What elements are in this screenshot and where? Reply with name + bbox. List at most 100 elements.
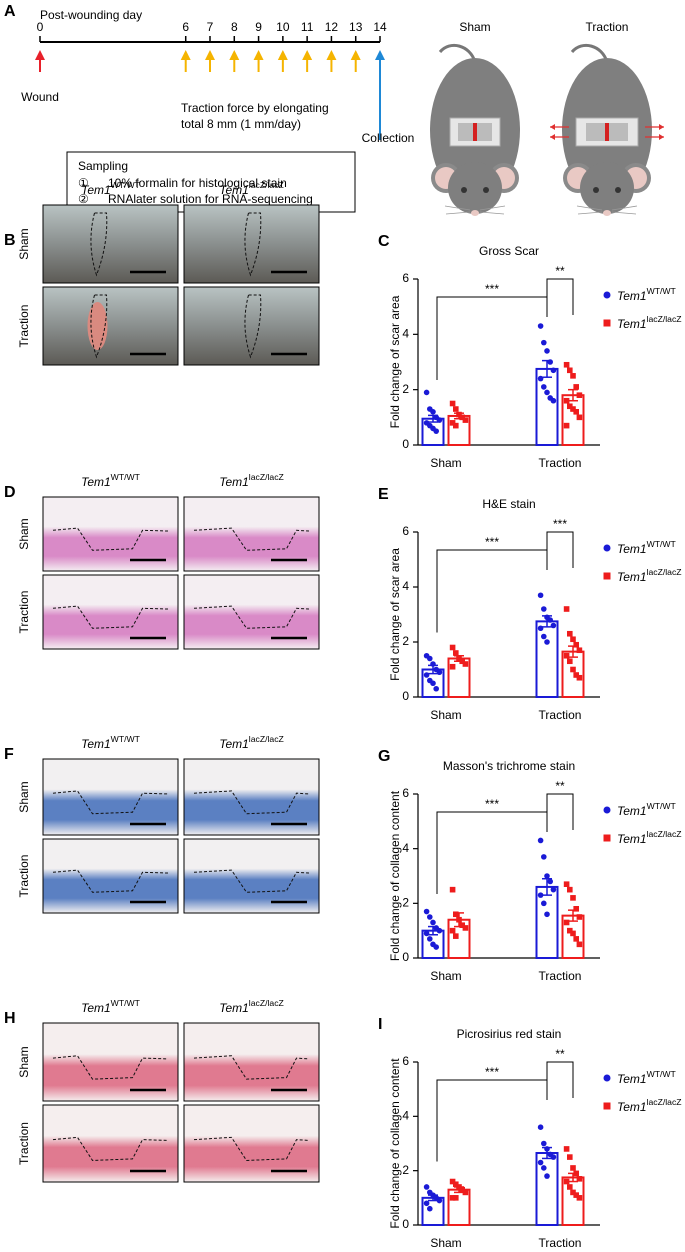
gene-name: Tem1 xyxy=(219,1001,249,1015)
chart-title: Picrosirius red stain xyxy=(457,1027,562,1041)
data-point xyxy=(544,911,550,918)
traction-label: total 8 mm (1 mm/day) xyxy=(181,117,301,131)
sampling-marker: ① xyxy=(78,176,89,190)
significance-bracket xyxy=(436,296,548,380)
significance-bracket xyxy=(546,531,574,568)
data-point xyxy=(423,672,430,678)
x-tick-label: Sham xyxy=(430,969,461,983)
y-tick-label: 0 xyxy=(402,437,409,451)
gene-name: Tem1 xyxy=(617,317,647,331)
mouse-sham xyxy=(428,43,522,218)
significance-bracket xyxy=(436,811,548,894)
panel-label: D xyxy=(4,484,16,501)
data-point xyxy=(449,927,456,934)
sampling-title: Sampling xyxy=(78,159,128,173)
sampling-item: RNAlater solution for RNA-sequencing xyxy=(108,192,313,206)
data-point xyxy=(427,914,433,920)
gene-name: Tem1 xyxy=(617,1100,647,1114)
genotype: WT/WT xyxy=(111,734,141,744)
data-point xyxy=(449,1195,456,1201)
y-tick-label: 0 xyxy=(402,689,409,703)
data-point xyxy=(576,1176,583,1182)
data-point xyxy=(541,339,547,346)
x-tick-label: Sham xyxy=(430,708,461,722)
wound-outline xyxy=(90,294,108,359)
data-point xyxy=(427,936,433,942)
genotype: WT/WT xyxy=(111,998,141,1008)
photo xyxy=(183,204,320,284)
chart-title: H&E stain xyxy=(482,497,535,511)
data-point xyxy=(567,658,573,665)
photo xyxy=(183,838,320,914)
data-point xyxy=(537,1124,544,1130)
significance-label: *** xyxy=(485,797,499,811)
genotype-label: Tem1lacZ/lacZ xyxy=(219,472,284,489)
y-tick-label: 6 xyxy=(402,524,409,538)
photo xyxy=(183,496,320,572)
data-point xyxy=(576,914,583,920)
y-tick-label: 4 xyxy=(402,579,409,593)
genotype: WT/WT xyxy=(111,472,141,482)
y-tick-label: 2 xyxy=(402,1163,409,1177)
data-point xyxy=(537,375,544,382)
data-point xyxy=(423,389,430,396)
data-point xyxy=(456,411,462,418)
data-point xyxy=(563,1178,570,1185)
legend-marker xyxy=(603,834,611,842)
wound-outline xyxy=(52,790,169,815)
panel-label: A xyxy=(4,3,16,20)
data-point xyxy=(430,680,436,687)
wound-outline xyxy=(193,527,310,551)
y-tick-label: 6 xyxy=(402,786,409,800)
row-label: Traction xyxy=(17,855,31,898)
data-point xyxy=(570,895,576,901)
data-point xyxy=(544,873,550,879)
data-point xyxy=(541,900,547,907)
photo xyxy=(42,574,179,650)
data-point xyxy=(567,1154,573,1160)
genotype-label: Tem1WT/WT xyxy=(81,734,141,751)
y-tick-label: 6 xyxy=(402,1054,409,1068)
wound-outline xyxy=(193,605,310,629)
y-tick-label: 2 xyxy=(402,896,409,910)
data-point xyxy=(449,420,456,426)
data-point xyxy=(430,661,436,667)
data-point xyxy=(550,622,557,629)
panel-label: F xyxy=(4,746,14,763)
data-point xyxy=(430,409,436,415)
data-point xyxy=(453,1195,459,1201)
x-tick-label: Traction xyxy=(539,969,582,983)
day-arrow-head xyxy=(302,50,313,60)
data-point xyxy=(547,617,553,623)
legend-marker xyxy=(603,1102,611,1110)
bar xyxy=(561,1176,585,1227)
legend-marker xyxy=(603,572,611,580)
day-arrow-head xyxy=(229,50,240,60)
chart-title: Masson's trichrome stain xyxy=(443,759,575,773)
data-point xyxy=(563,361,570,368)
row-label: Sham xyxy=(17,228,31,259)
data-point xyxy=(547,359,553,365)
day-arrow-head xyxy=(253,50,264,60)
data-point xyxy=(541,1140,547,1147)
data-point xyxy=(576,941,583,948)
data-point xyxy=(544,1146,550,1152)
y-tick-label: 4 xyxy=(402,841,409,855)
data-point xyxy=(453,933,459,939)
row-label: Sham xyxy=(17,1046,31,1077)
photo xyxy=(42,496,179,572)
data-point xyxy=(449,1178,456,1185)
data-point xyxy=(573,384,579,390)
collection-label: Collection xyxy=(362,131,415,145)
data-point xyxy=(453,650,459,656)
y-tick-label: 2 xyxy=(402,634,409,648)
gene-name: Tem1 xyxy=(617,570,647,584)
data-point xyxy=(563,881,570,887)
x-tick-label: Traction xyxy=(539,708,582,722)
data-point xyxy=(436,669,443,676)
x-tick-label: Traction xyxy=(539,1236,582,1250)
legend-marker xyxy=(603,544,611,552)
data-point xyxy=(433,428,440,434)
data-point xyxy=(537,892,544,898)
genotype-label: Tem1lacZ/lacZ xyxy=(219,180,284,197)
